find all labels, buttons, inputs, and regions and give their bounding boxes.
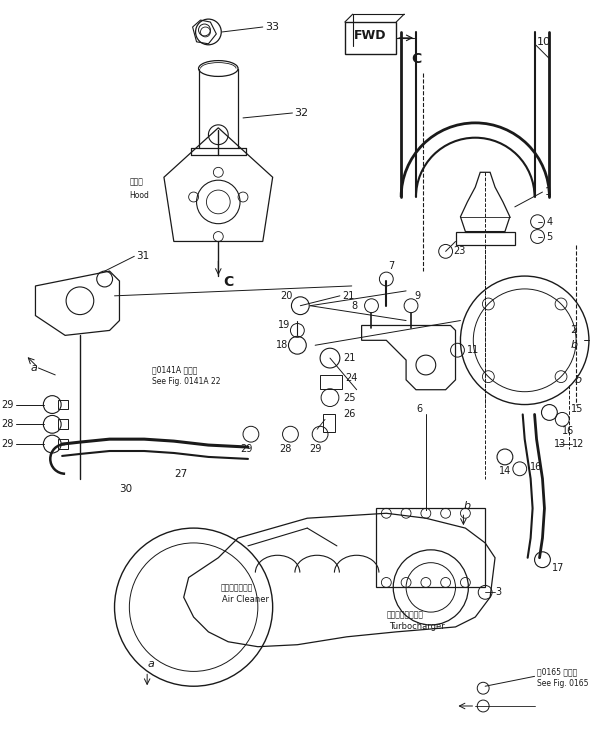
Text: 6: 6 (416, 405, 422, 414)
Text: 29: 29 (1, 399, 14, 410)
Bar (345, 22, 396, 54)
Bar (323, 414, 335, 432)
Text: 9: 9 (414, 291, 420, 301)
Text: 11: 11 (467, 345, 480, 356)
Text: 21: 21 (343, 353, 355, 363)
Text: 図0141A 図参照: 図0141A 図参照 (152, 366, 198, 375)
Text: 2: 2 (570, 325, 577, 336)
Text: C: C (411, 51, 421, 66)
Text: 24: 24 (345, 373, 357, 383)
Text: 17: 17 (552, 563, 565, 572)
Text: 23: 23 (453, 246, 466, 257)
Text: 4: 4 (546, 217, 552, 226)
Text: 図0165 図参照: 図0165 図参照 (537, 667, 577, 676)
Text: エアークリーナ: エアークリーナ (220, 583, 253, 592)
Text: 26: 26 (343, 410, 355, 419)
Bar (320, 375, 342, 388)
Text: ターボチャージャ: ターボチャージャ (386, 611, 423, 619)
Bar (58, 419, 68, 430)
Text: 14: 14 (499, 465, 511, 476)
Text: 12: 12 (572, 439, 585, 449)
Text: C: C (223, 275, 234, 289)
Text: a: a (147, 660, 154, 669)
Text: 33: 33 (265, 22, 279, 32)
Text: b: b (464, 501, 471, 512)
Text: 32: 32 (294, 108, 308, 118)
Text: b: b (574, 375, 581, 385)
Text: 27: 27 (174, 468, 187, 479)
Text: 8: 8 (352, 301, 358, 311)
Text: 16: 16 (530, 462, 542, 472)
Text: 1: 1 (544, 187, 552, 197)
Text: Turbocharger: Turbocharger (389, 622, 445, 631)
Text: 30: 30 (119, 484, 132, 493)
Text: See Fig. 0141A 22: See Fig. 0141A 22 (152, 377, 220, 386)
Text: See Fig. 0165: See Fig. 0165 (537, 679, 588, 688)
Text: 28: 28 (279, 444, 292, 454)
Text: 7: 7 (388, 261, 395, 271)
Text: 29: 29 (309, 444, 321, 454)
Text: Air Cleaner: Air Cleaner (222, 594, 270, 604)
Bar (58, 399, 68, 410)
Bar (376, 508, 485, 587)
Text: 5: 5 (546, 232, 553, 242)
Text: 3: 3 (495, 587, 501, 597)
Text: 15: 15 (571, 405, 583, 414)
Text: 16: 16 (562, 426, 574, 436)
Text: 29: 29 (1, 439, 14, 449)
Text: 21: 21 (342, 291, 354, 301)
Text: 10: 10 (537, 37, 550, 47)
Text: 13: 13 (554, 439, 567, 449)
Text: 31: 31 (136, 251, 150, 261)
Text: a: a (31, 363, 37, 373)
Text: 19: 19 (277, 320, 290, 331)
Bar (455, 232, 515, 246)
Text: 29: 29 (240, 444, 252, 454)
Text: FWD: FWD (354, 29, 387, 43)
Text: 28: 28 (1, 419, 14, 430)
Bar (58, 439, 68, 449)
Text: Hood: Hood (129, 191, 149, 199)
Text: 25: 25 (343, 393, 355, 402)
Text: b: b (570, 340, 577, 350)
Text: フード: フード (129, 177, 143, 187)
Text: 20: 20 (280, 291, 293, 301)
Text: 18: 18 (276, 340, 288, 350)
